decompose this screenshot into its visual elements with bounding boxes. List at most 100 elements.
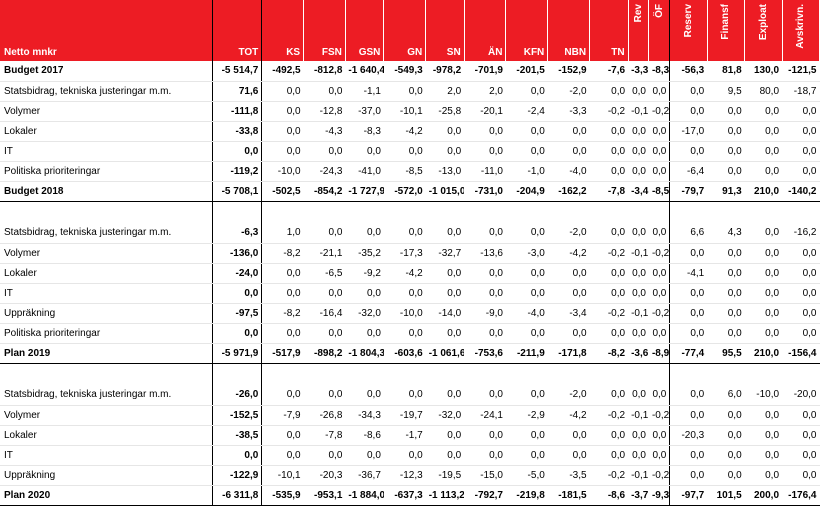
- total-cell: -122,9: [212, 465, 263, 486]
- value-cell: -4,2: [383, 121, 426, 142]
- value-cell: -0,2: [648, 303, 671, 324]
- spacer-cell: [345, 363, 384, 385]
- total-cell: 71,6: [212, 81, 263, 102]
- value-cell: -36,7: [345, 465, 384, 486]
- row-label: Uppräkning: [0, 465, 213, 486]
- table-row: Statsbidrag, tekniska justeringar m.m. 71…: [0, 81, 820, 102]
- spacer-cell: [707, 363, 744, 385]
- column-header-rev-label: Rev: [633, 4, 645, 23]
- total-cell: -26,0: [212, 385, 263, 406]
- value-cell: 0,0: [782, 303, 820, 324]
- value-cell: -34,3: [345, 405, 384, 426]
- total-row: Plan 2019 -5 971,9 -517,9 -898,2 -1 804,3 -60…: [0, 343, 820, 364]
- value-cell: -37,0: [345, 101, 384, 122]
- value-cell: 0,0: [628, 161, 649, 182]
- value-cell: 0,0: [648, 121, 671, 142]
- value-cell: 0,0: [383, 141, 426, 162]
- value-cell: 0,0: [589, 161, 629, 182]
- value-cell: 0,0: [669, 465, 708, 486]
- value-cell: 95,5: [707, 343, 745, 364]
- value-cell: -8,5: [383, 161, 426, 182]
- value-cell: 0,0: [744, 323, 783, 344]
- table-row: Volymer -136,0 -8,2 -21,1 -35,2 -17,3 -32,7 -13…: [0, 243, 820, 264]
- value-cell: 0,0: [782, 405, 820, 426]
- spacer-cell: [426, 201, 465, 223]
- value-cell: 0,0: [303, 283, 346, 304]
- value-cell: -3,6: [628, 343, 649, 364]
- value-cell: -162,2: [547, 181, 590, 202]
- value-cell: 210,0: [744, 181, 783, 202]
- value-cell: 0,0: [425, 263, 465, 284]
- value-cell: 0,0: [669, 303, 708, 324]
- value-cell: -1 884,0: [345, 485, 384, 506]
- value-cell: -0,2: [589, 101, 629, 122]
- value-cell: 0,0: [261, 385, 304, 406]
- total-cell: -111,8: [212, 101, 263, 122]
- row-label: IT: [0, 445, 213, 466]
- total-cell: -5 708,1: [212, 181, 263, 202]
- value-cell: -32,0: [345, 303, 384, 324]
- value-cell: -32,0: [425, 405, 465, 426]
- value-cell: 0,0: [425, 141, 465, 162]
- value-cell: 0,0: [547, 323, 590, 344]
- column-header-reserv-label: Reserv: [683, 4, 695, 38]
- value-cell: 0,0: [628, 81, 649, 102]
- value-cell: 0,0: [589, 445, 629, 466]
- total-row: Budget 2017 -5 514,7 -492,5 -812,8 -1 640,4-…: [0, 61, 820, 82]
- value-cell: -3,3: [628, 61, 649, 82]
- value-cell: -953,1: [303, 485, 346, 506]
- value-cell: 81,8: [707, 61, 745, 82]
- value-cell: 0,0: [628, 223, 649, 244]
- value-cell: -13,0: [425, 161, 465, 182]
- value-cell: 0,0: [547, 425, 590, 446]
- value-cell: 0,0: [303, 81, 346, 102]
- value-cell: 0,0: [628, 263, 649, 284]
- value-cell: -20,3: [669, 425, 708, 446]
- value-cell: -8,2: [589, 343, 629, 364]
- column-header-sn: SN: [425, 0, 465, 61]
- value-cell: -4,3: [303, 121, 346, 142]
- spacer-cell: [262, 201, 304, 223]
- value-cell: -3,7: [628, 485, 649, 506]
- row-label: IT: [0, 283, 213, 304]
- table-row: IT 0,0 0,0 0,0 0,0 0,0 0,0 0,0 0,0 0,0 0,0 0,0 0,0 0,…: [0, 445, 820, 466]
- value-cell: 0,0: [464, 323, 506, 344]
- spacer-cell: [212, 363, 263, 385]
- value-cell: -32,7: [425, 243, 465, 264]
- value-cell: -211,9: [505, 343, 548, 364]
- column-header-avskrivn: Avskrivn.: [782, 0, 821, 61]
- table-row: Volymer -111,8 0,0 -12,8 -37,0 -10,1 -25,8 -20,…: [0, 101, 820, 122]
- value-cell: 0,0: [782, 323, 820, 344]
- spacer-cell: [262, 363, 304, 385]
- value-cell: -2,0: [547, 81, 590, 102]
- value-cell: 0,0: [707, 263, 745, 284]
- value-cell: -701,9: [464, 61, 506, 82]
- value-cell: 0,0: [744, 303, 783, 324]
- spacer-row: [0, 201, 820, 223]
- value-cell: 0,0: [464, 223, 506, 244]
- value-cell: 0,0: [707, 141, 745, 162]
- column-header-of: ÖF: [648, 0, 671, 61]
- table-row: Lokaler -33,8 0,0 -4,3 -8,3 -4,2 0,0 0,0 0,0 0,0 0…: [0, 121, 820, 142]
- value-cell: -10,0: [261, 161, 304, 182]
- row-label: Volymer: [0, 101, 213, 122]
- value-cell: -17,0: [669, 121, 708, 142]
- value-cell: -517,9: [261, 343, 304, 364]
- value-cell: 200,0: [744, 485, 783, 506]
- value-cell: 0,0: [261, 121, 304, 142]
- spacer-cell: [345, 201, 384, 223]
- value-cell: 0,0: [628, 141, 649, 162]
- spacer-row: [0, 363, 820, 385]
- value-cell: 0,0: [782, 283, 820, 304]
- value-cell: 0,0: [425, 283, 465, 304]
- value-cell: -3,4: [547, 303, 590, 324]
- column-header-finansf: Finansf: [707, 0, 746, 61]
- value-cell: -0,2: [648, 101, 671, 122]
- value-cell: -35,2: [345, 243, 384, 264]
- value-cell: -1 015,0: [425, 181, 465, 202]
- value-cell: 0,0: [669, 323, 708, 344]
- value-cell: -502,5: [261, 181, 304, 202]
- value-cell: -16,4: [303, 303, 346, 324]
- value-cell: 0,0: [425, 323, 465, 344]
